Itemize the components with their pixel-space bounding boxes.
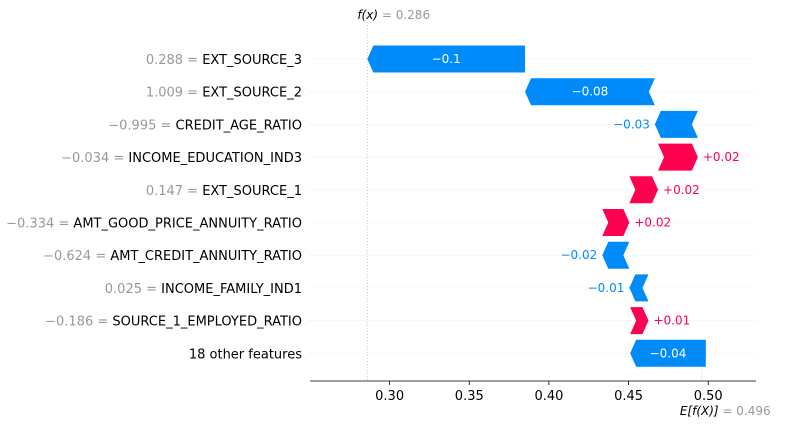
efx-label: E[f(X)] = 0.496: [680, 404, 771, 418]
bar-value-label: −0.1: [432, 52, 461, 66]
x-axis: 0.30 0.35 0.40 0.45 0.50: [310, 380, 756, 404]
bar-value-label: +0.02: [634, 216, 671, 230]
feature-value: −0.186: [45, 315, 93, 330]
feature-name: EXT_SOURCE_3: [202, 53, 302, 68]
feature-value: −0.334: [6, 217, 54, 232]
bar-value-label: −0.04: [650, 346, 687, 360]
feature-eq: =: [183, 184, 202, 199]
feature-eq: =: [109, 151, 128, 166]
efx-eq: =: [719, 404, 737, 418]
waterfall-bar: [654, 110, 698, 138]
feature-value: 0.025: [105, 282, 142, 297]
x-tick-label: 0.45: [614, 389, 643, 404]
feature-eq: =: [93, 315, 112, 330]
waterfall-bar: [630, 307, 649, 335]
feature-label: −0.186 = SOURCE_1_EMPLOYED_RATIO: [45, 315, 302, 330]
feature-eq: =: [91, 249, 110, 264]
feature-label: −0.624 = AMT_CREDIT_ANNUITY_RATIO: [43, 249, 302, 264]
feature-name: SOURCE_1_EMPLOYED_RATIO: [112, 315, 302, 330]
feature-name: AMT_GOOD_PRICE_ANNUITY_RATIO: [73, 217, 302, 232]
feature-eq: =: [54, 217, 73, 232]
feature-eq: =: [156, 118, 175, 133]
feature-name: 18 other features: [189, 347, 302, 362]
fx-value: 0.286: [396, 8, 430, 22]
feature-name: EXT_SOURCE_2: [202, 86, 302, 101]
bar-value-label: −0.08: [572, 85, 609, 99]
feature-label: 1.009 = EXT_SOURCE_2: [146, 86, 302, 101]
fx-label: f(x) = 0.286: [357, 8, 430, 22]
fx-eq: =: [378, 8, 396, 22]
feature-label: 0.288 = EXT_SOURCE_3: [146, 53, 302, 68]
bar-value-label: +0.02: [663, 183, 700, 197]
feature-name: AMT_CREDIT_ANNUITY_RATIO: [110, 249, 302, 264]
feature-value: 1.009: [146, 86, 183, 101]
x-tick-label: 0.35: [455, 389, 484, 404]
feature-label: 0.147 = EXT_SOURCE_1: [146, 184, 302, 199]
waterfall-bar: [629, 274, 649, 302]
waterfall-bar: [602, 241, 630, 269]
waterfall-bar: [367, 45, 526, 73]
x-tick-label: 0.40: [534, 389, 563, 404]
feature-label: −0.334 = AMT_GOOD_PRICE_ANNUITY_RATIO: [6, 217, 302, 232]
bar-value-label: −0.03: [613, 117, 650, 131]
feature-eq: =: [142, 282, 161, 297]
fx-symbol: f(x): [357, 8, 378, 22]
feature-eq: =: [183, 53, 202, 68]
feature-labels-group: 0.288 = EXT_SOURCE_3 1.009 = EXT_SOURCE_2…: [6, 53, 302, 362]
waterfall-bar: [602, 209, 630, 236]
feature-label: −0.034 = INCOME_EDUCATION_IND3: [61, 151, 302, 166]
feature-value: 0.147: [146, 184, 183, 199]
feature-name: CREDIT_AGE_RATIO: [176, 118, 302, 133]
feature-value: −0.034: [61, 151, 109, 166]
waterfall-bar: [658, 143, 698, 171]
feature-value: −0.624: [43, 249, 91, 264]
waterfall-bar: [629, 176, 659, 204]
bar-value-label: +0.01: [653, 314, 690, 328]
feature-value: −0.995: [108, 118, 156, 133]
feature-name: EXT_SOURCE_1: [202, 184, 302, 199]
feature-name: INCOME_FAMILY_IND1: [161, 282, 302, 297]
efx-value: 0.496: [736, 404, 770, 418]
x-tick-label: 0.30: [375, 389, 404, 404]
x-tick-label: 0.50: [694, 389, 723, 404]
waterfall-bar: [525, 78, 655, 106]
bar-value-label: +0.02: [703, 150, 740, 164]
feature-eq: =: [183, 86, 202, 101]
bar-value-label: −0.01: [588, 281, 625, 295]
feature-value: 0.288: [146, 53, 183, 68]
bar-value-label: −0.02: [561, 248, 598, 262]
feature-label: −0.995 = CREDIT_AGE_RATIO: [108, 118, 302, 133]
feature-label: 18 other features: [189, 347, 302, 362]
waterfall-bar: [630, 339, 706, 367]
bars-group: −0.1 −0.08 −0.03 +0.02 +0.02 +0.02 −0.02 −0.01 +…: [367, 45, 740, 367]
efx-symbol: E[f(X)]: [680, 404, 719, 418]
feature-label: 0.025 = INCOME_FAMILY_IND1: [105, 282, 302, 297]
feature-name: INCOME_EDUCATION_IND3: [128, 151, 302, 166]
